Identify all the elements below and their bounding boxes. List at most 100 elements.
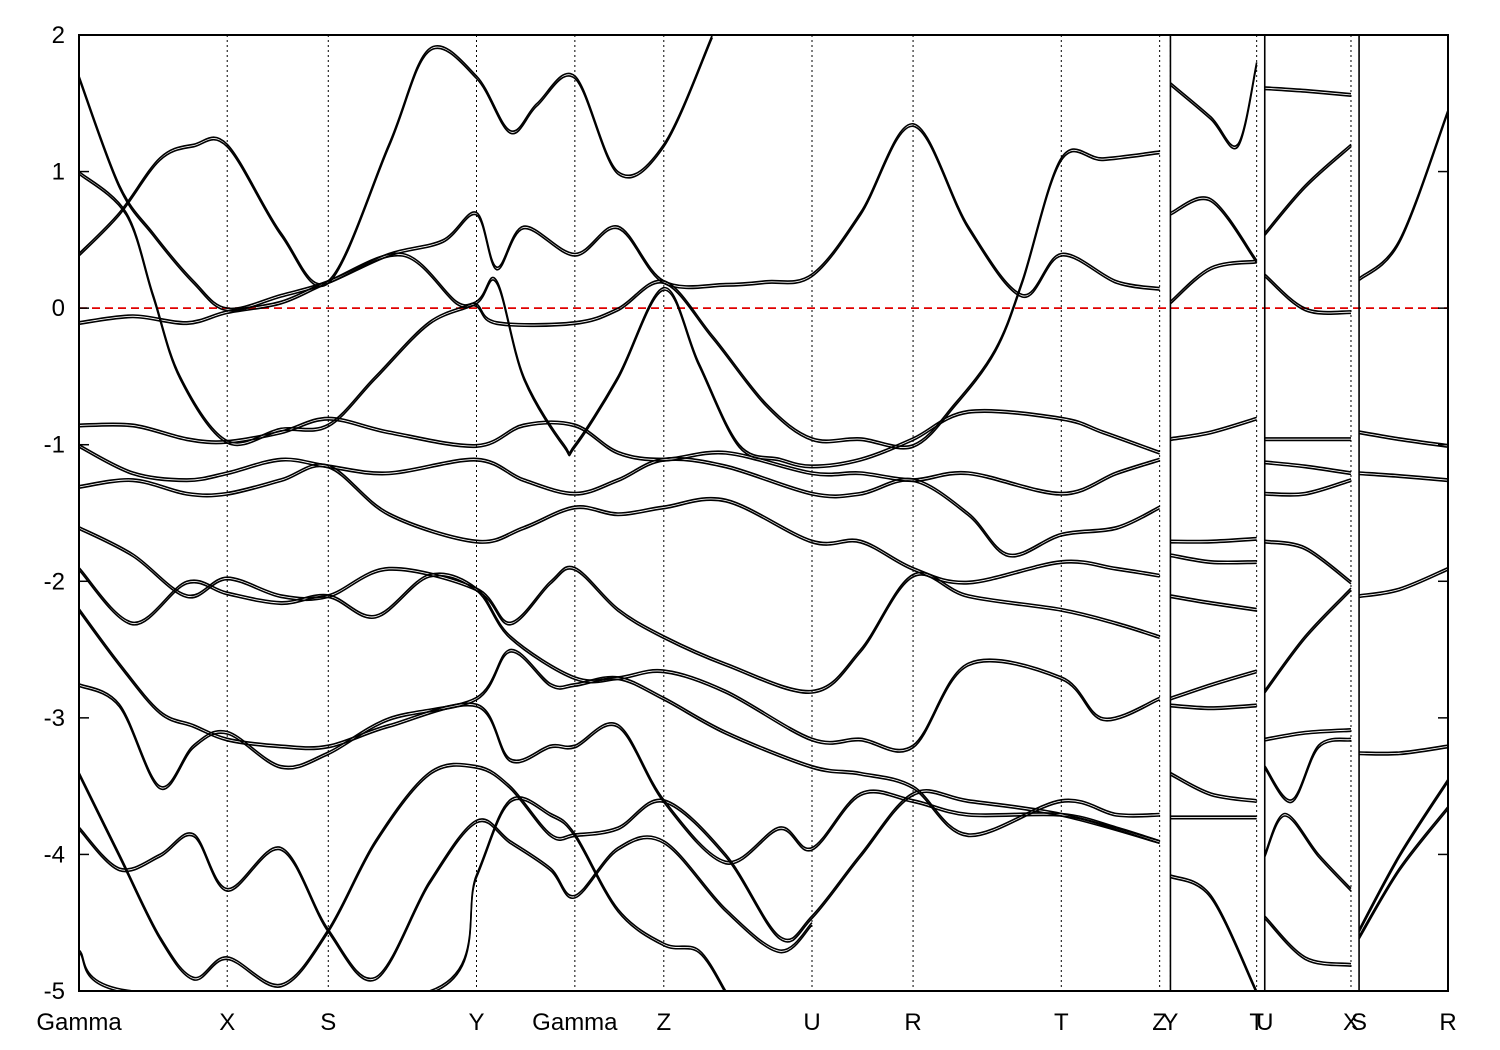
band-26-split xyxy=(1264,88,1352,97)
kpoint-label-3: Y xyxy=(468,1009,484,1036)
band-6-split xyxy=(79,465,1160,585)
band-35-split xyxy=(1264,739,1352,804)
band-6 xyxy=(79,463,1160,583)
band-37 xyxy=(1264,915,1352,965)
band-44-split xyxy=(1358,808,1448,940)
band-15-split xyxy=(1169,64,1258,150)
band-4-split xyxy=(79,419,1160,496)
x-axis-kpoint-labels: Gamma X S Y Gamma Z U R T ZY TU XS R xyxy=(36,1009,1456,1036)
band-23-split xyxy=(1170,774,1257,804)
band-27 xyxy=(1264,143,1352,234)
band-19-split xyxy=(1170,555,1257,565)
band-20 xyxy=(1170,594,1257,610)
kpoint-label-10: Y xyxy=(1162,1009,1178,1036)
band-38 xyxy=(1358,109,1448,279)
band-38-split xyxy=(1358,112,1448,282)
band-9-split xyxy=(79,651,1160,838)
band-3-split xyxy=(79,173,1160,469)
band-22-split xyxy=(1170,705,1257,711)
band-31-split xyxy=(1264,480,1352,497)
band-36-split xyxy=(1263,815,1352,892)
kpoint-label-7: R xyxy=(904,1009,921,1036)
band-43-split xyxy=(1358,781,1448,933)
band-23 xyxy=(1170,771,1257,801)
band-18-split xyxy=(1170,539,1257,544)
band-5 xyxy=(79,443,1160,556)
band-32-split xyxy=(1264,542,1352,585)
band-14-split xyxy=(1170,198,1258,264)
band-39-split xyxy=(1358,432,1448,448)
band-37-split xyxy=(1264,917,1352,967)
band-40-split xyxy=(1359,473,1448,483)
ytick-label-2: -3 xyxy=(44,705,65,732)
band-19 xyxy=(1170,553,1257,563)
band-42-split xyxy=(1359,746,1448,756)
band-0-split xyxy=(79,78,1160,312)
band-8 xyxy=(79,567,1160,751)
band-7-split xyxy=(79,528,1160,694)
band-12-split xyxy=(79,820,813,982)
band-33-split xyxy=(1264,590,1352,694)
band-5-split xyxy=(79,446,1160,558)
kpoint-label-2: S xyxy=(320,1009,336,1036)
band-13-split xyxy=(79,798,726,991)
band-25-split xyxy=(1170,876,1257,991)
band-30 xyxy=(1264,460,1352,473)
kpoint-separator-lines xyxy=(226,35,1360,991)
band-4 xyxy=(79,416,1160,494)
ytick-label-1: -4 xyxy=(44,841,65,868)
kpoint-label-8: T xyxy=(1054,1009,1069,1036)
ytick-label-5: 0 xyxy=(52,295,65,322)
band-40 xyxy=(1359,471,1448,480)
band-17 xyxy=(1170,416,1257,439)
ytick-label-4: -1 xyxy=(44,432,65,459)
band-16 xyxy=(1169,259,1257,302)
band-1-split xyxy=(79,37,714,288)
plot-frame xyxy=(78,34,1449,992)
band-26 xyxy=(1264,86,1352,95)
kpoint-label-14: S xyxy=(1351,1009,1367,1036)
band-13 xyxy=(79,796,727,991)
band-1 xyxy=(79,35,714,285)
band-21-split xyxy=(1170,671,1257,701)
band-15 xyxy=(1169,62,1258,147)
band-21 xyxy=(1170,669,1257,699)
segment-breaks xyxy=(1169,35,1360,991)
band-41 xyxy=(1358,566,1448,596)
band-28 xyxy=(1264,273,1352,313)
band-35 xyxy=(1264,737,1352,801)
band-2 xyxy=(79,148,1160,447)
band-31 xyxy=(1264,478,1352,495)
kpoint-label-1: X xyxy=(219,1009,235,1036)
band-2-split xyxy=(79,150,1160,450)
band-32 xyxy=(1264,539,1352,582)
band-17-split xyxy=(1170,419,1257,442)
band-12 xyxy=(79,818,813,980)
band-34-split xyxy=(1264,730,1352,742)
band-34 xyxy=(1264,728,1352,740)
kpoint-label-5: Z xyxy=(656,1009,671,1036)
ytick-label-7: 2 xyxy=(52,22,65,49)
band-39 xyxy=(1358,430,1448,446)
band-22 xyxy=(1170,703,1257,708)
ytick-label-3: -2 xyxy=(44,568,65,595)
kpoint-label-6: U xyxy=(803,1009,820,1036)
band-43 xyxy=(1358,778,1448,930)
band-lines xyxy=(79,35,1448,991)
band-25 xyxy=(1170,874,1258,991)
kpoint-label-12: U xyxy=(1256,1009,1273,1036)
kpoint-label-15: R xyxy=(1439,1009,1456,1036)
band-20-split xyxy=(1170,596,1257,612)
band-42 xyxy=(1359,744,1448,754)
band-27-split xyxy=(1264,146,1352,237)
band-7 xyxy=(79,525,1160,692)
kpoint-label-0: Gamma xyxy=(36,1009,122,1036)
band-36 xyxy=(1263,812,1352,890)
band-11-split xyxy=(79,765,1160,988)
band-14 xyxy=(1170,196,1258,261)
kpoint-label-9: Z xyxy=(1152,1009,1167,1036)
kpoint-label-13: X xyxy=(1343,1009,1359,1036)
band-11 xyxy=(79,762,1160,986)
band-28-split xyxy=(1264,275,1352,315)
